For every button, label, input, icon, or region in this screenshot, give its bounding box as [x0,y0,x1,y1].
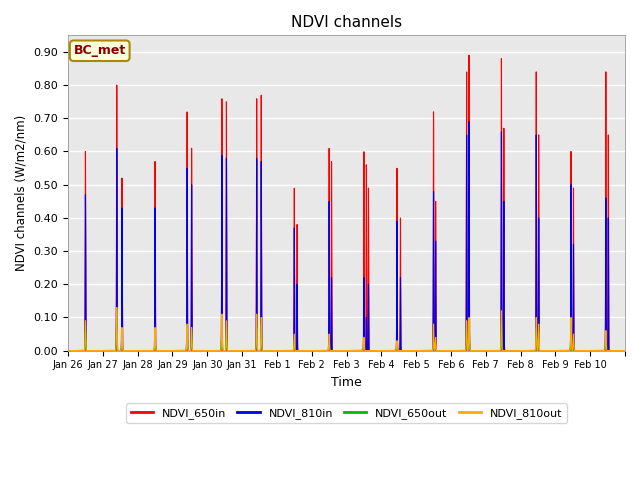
NDVI_650in [536,348,543,353]
Line: NDVI_810in: NDVI_810in [68,121,625,350]
NDVI_650in [621,348,629,353]
NDVI_650in [218,260,225,265]
NDVI_810in [621,348,629,353]
Line: NDVI_650out: NDVI_650out [68,311,625,350]
X-axis label: Time: Time [331,376,362,389]
NDVI_810in [536,348,543,353]
NDVI_650in [495,348,503,353]
NDVI_810out [573,348,581,353]
NDVI_810out [113,305,120,311]
NDVI_650in [64,348,72,353]
NDVI_650in [114,348,122,353]
NDVI_810out [218,323,225,329]
NDVI_650out [621,348,629,353]
NDVI_810in [64,348,72,353]
NDVI_650in [465,52,473,58]
NDVI_810in [573,348,581,353]
NDVI_650out [536,348,543,353]
Legend: NDVI_650in, NDVI_810in, NDVI_650out, NDVI_810out: NDVI_650in, NDVI_810in, NDVI_650out, NDV… [126,404,567,423]
Title: NDVI channels: NDVI channels [291,15,402,30]
NDVI_650out [64,348,72,353]
NDVI_650in [256,348,264,353]
NDVI_810in [495,348,503,353]
NDVI_810out [495,348,503,353]
NDVI_810in [114,348,122,353]
NDVI_810out [256,348,264,353]
NDVI_810out [64,348,72,353]
NDVI_650out [573,348,581,353]
Y-axis label: NDVI channels (W/m2/nm): NDVI channels (W/m2/nm) [15,115,28,271]
Text: BC_met: BC_met [74,44,126,57]
Line: NDVI_650in: NDVI_650in [68,55,625,350]
NDVI_810in [465,119,473,124]
NDVI_650out [114,348,122,353]
NDVI_650out [218,332,225,338]
NDVI_810in [218,279,225,285]
NDVI_810out [114,348,122,353]
NDVI_810out [621,348,629,353]
Line: NDVI_810out: NDVI_810out [68,308,625,350]
NDVI_650in [573,348,581,353]
NDVI_810in [256,348,264,353]
NDVI_650out [495,348,503,353]
NDVI_650out [113,308,120,313]
NDVI_810out [536,348,543,353]
NDVI_650out [256,348,264,353]
